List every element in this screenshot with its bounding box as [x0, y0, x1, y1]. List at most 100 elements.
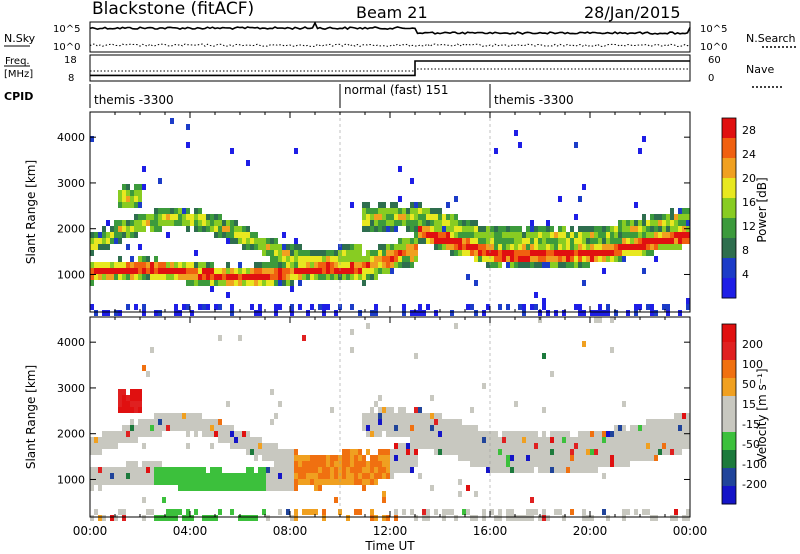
heatmap-cell — [410, 449, 414, 455]
heatmap-cell — [162, 268, 166, 274]
heatmap-cell — [650, 226, 654, 232]
heatmap-cell — [642, 443, 646, 449]
heatmap-cell — [550, 226, 554, 232]
heatmap-cell — [394, 256, 398, 262]
heatmap-cell — [318, 473, 322, 479]
heatmap-cell — [394, 455, 398, 461]
heatmap-cell — [206, 515, 210, 521]
heatmap-cell — [122, 262, 126, 268]
heatmap-cell — [150, 220, 154, 226]
heatmap-cell — [498, 304, 502, 310]
heatmap-cell — [534, 262, 538, 268]
heatmap-cell — [146, 268, 150, 274]
heatmap-cell — [410, 220, 414, 226]
heatmap-cell — [678, 226, 682, 232]
heatmap-cell — [106, 274, 110, 280]
heatmap-cell — [278, 244, 282, 250]
heatmap-cell — [674, 431, 678, 437]
heatmap-cell — [270, 455, 274, 461]
heatmap-cell — [374, 214, 378, 220]
heatmap-cell — [218, 479, 222, 485]
heatmap-cell — [510, 431, 514, 437]
heatmap-cell — [130, 202, 134, 208]
heatmap-cell — [642, 244, 646, 250]
heatmap-cell — [138, 425, 142, 431]
heatmap-cell — [626, 220, 630, 226]
heatmap-cell — [394, 515, 398, 521]
heatmap-cell — [558, 437, 562, 443]
heatmap-cell — [166, 274, 170, 280]
heatmap-cell — [466, 437, 470, 443]
heatmap-cell — [506, 515, 510, 521]
heatmap-cell — [526, 244, 530, 250]
heatmap-cell — [162, 220, 166, 226]
heatmap-cell — [454, 244, 458, 250]
heatmap-cell — [582, 250, 586, 256]
heatmap-cell — [434, 214, 438, 220]
heatmap-cell — [486, 449, 490, 455]
heatmap-cell — [290, 310, 294, 316]
heatmap-cell — [370, 455, 374, 461]
heatmap-cell — [378, 449, 382, 455]
heatmap-cell — [498, 509, 502, 515]
heatmap-cell — [622, 449, 626, 455]
colorbar-swatch — [722, 450, 736, 469]
heatmap-cell — [226, 274, 230, 280]
heatmap-cell — [214, 268, 218, 274]
heatmap-cell — [426, 304, 430, 310]
heatmap-cell — [126, 431, 130, 437]
heatmap-cell — [326, 461, 330, 467]
heatmap-cell — [390, 250, 394, 256]
heatmap-cell — [102, 479, 106, 485]
heatmap-cell — [134, 190, 138, 196]
colorbar-tick-label: 24 — [742, 148, 756, 161]
heatmap-cell — [382, 419, 386, 425]
heatmap-cell — [134, 473, 138, 479]
colorbar-swatch — [722, 138, 736, 159]
heatmap-cell — [290, 250, 294, 256]
heatmap-cell — [186, 262, 190, 268]
heatmap-cell — [134, 184, 138, 190]
heatmap-cell — [262, 244, 266, 250]
heatmap-cell — [286, 280, 290, 286]
heatmap-cell — [534, 437, 538, 443]
heatmap-cell — [678, 238, 682, 244]
heatmap-cell — [486, 226, 490, 232]
heatmap-cell — [258, 262, 262, 268]
heatmap-cell — [414, 515, 418, 521]
station-title: Blackstone (fitACF) — [92, 0, 254, 19]
heatmap-cell — [398, 425, 402, 431]
heatmap-cell — [654, 244, 658, 250]
heatmap-cell — [186, 208, 190, 214]
heatmap-cell — [630, 250, 634, 256]
heatmap-cell — [414, 431, 418, 437]
heatmap-cell — [414, 250, 418, 256]
heatmap-cell — [626, 232, 630, 238]
heatmap-cell — [322, 467, 326, 473]
heatmap-cell — [162, 467, 166, 473]
heatmap-cell — [170, 425, 174, 431]
heatmap-cell — [666, 214, 670, 220]
heatmap-cell — [562, 226, 566, 232]
heatmap-cell — [154, 310, 158, 316]
heatmap-cell — [290, 485, 294, 491]
heatmap-cell — [170, 473, 174, 479]
heatmap-cell — [570, 232, 574, 238]
nsky-trace — [89, 21, 691, 35]
heatmap-cell — [662, 449, 666, 455]
heatmap-cell — [174, 509, 178, 515]
heatmap-cell — [678, 431, 682, 437]
heatmap-cell — [190, 473, 194, 479]
heatmap-cell — [438, 431, 442, 437]
heatmap-cell — [182, 413, 186, 419]
heatmap-cell — [422, 437, 426, 443]
heatmap-cell — [374, 208, 378, 214]
heatmap-cell — [322, 262, 326, 268]
heatmap-cell — [106, 467, 110, 473]
heatmap-cell — [614, 437, 618, 443]
heatmap-cell — [90, 250, 94, 256]
heatmap-cell — [346, 274, 350, 280]
heatmap-cell — [606, 304, 610, 310]
heatmap-cell — [102, 467, 106, 473]
heatmap-cell — [614, 244, 618, 250]
